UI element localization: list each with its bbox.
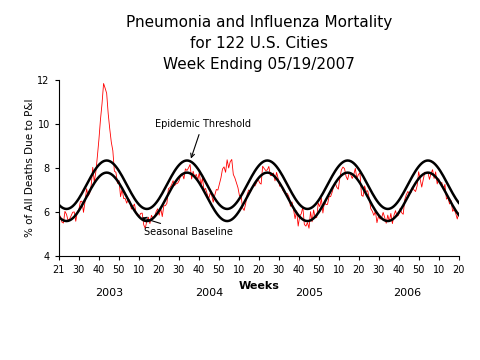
Text: 2003: 2003 (95, 288, 123, 298)
Title: Pneumonia and Influenza Mortality
for 122 U.S. Cities
Week Ending 05/19/2007: Pneumonia and Influenza Mortality for 12… (126, 15, 392, 72)
Text: Epidemic Threshold: Epidemic Threshold (155, 119, 251, 157)
X-axis label: Weeks: Weeks (239, 281, 279, 291)
Text: 2006: 2006 (393, 288, 421, 298)
Text: 2004: 2004 (195, 288, 223, 298)
Text: 2005: 2005 (295, 288, 323, 298)
Text: Seasonal Baseline: Seasonal Baseline (143, 217, 233, 237)
Y-axis label: % of All Deaths Due to P&I: % of All Deaths Due to P&I (24, 99, 35, 238)
